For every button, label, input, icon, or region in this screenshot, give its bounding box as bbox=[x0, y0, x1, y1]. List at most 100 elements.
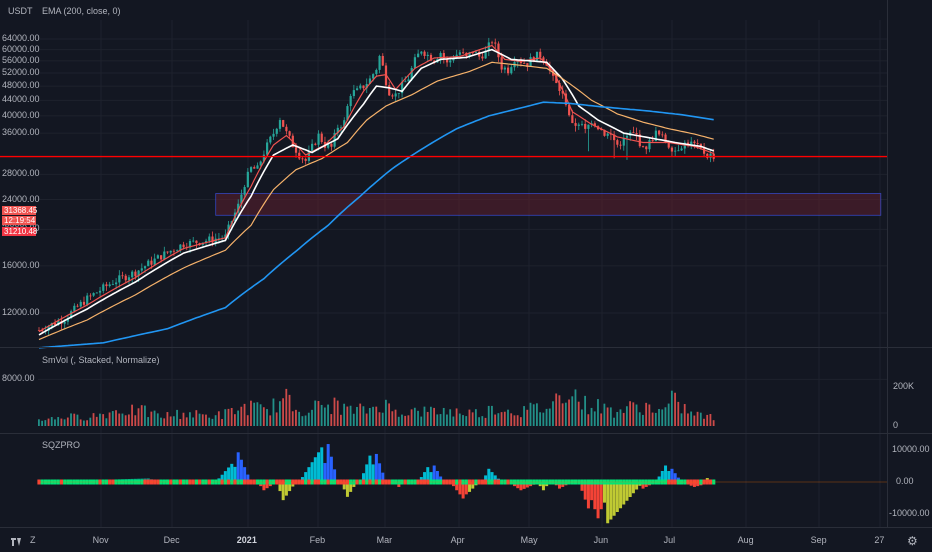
volume-bar bbox=[285, 389, 287, 426]
volume-legend[interactable]: SmVol (, Stacked, Normalize) bbox=[42, 355, 160, 365]
timezone-icon[interactable]: Z bbox=[30, 535, 36, 545]
ema-200-line bbox=[39, 102, 714, 348]
volume-bar bbox=[642, 415, 644, 426]
volume-bar bbox=[157, 413, 159, 426]
volume-bar bbox=[478, 417, 480, 426]
candle-body bbox=[244, 187, 246, 195]
price-tick-label: 16000.00 bbox=[2, 260, 40, 270]
volume-bar bbox=[60, 419, 62, 426]
price-tick-label: 56000.00 bbox=[2, 55, 40, 65]
volume-bar bbox=[38, 419, 40, 426]
volume-bar bbox=[671, 391, 673, 426]
candle-body bbox=[83, 302, 85, 305]
volume-bar bbox=[674, 393, 676, 426]
volume-bar bbox=[179, 419, 181, 426]
volume-bar bbox=[507, 410, 509, 426]
candle-body bbox=[459, 52, 461, 54]
volume-bar bbox=[276, 412, 278, 426]
candle-body bbox=[462, 52, 464, 53]
volume-bar bbox=[404, 416, 406, 426]
volume-bar bbox=[575, 389, 577, 426]
candle-body bbox=[417, 54, 419, 58]
volume-bar bbox=[134, 415, 136, 426]
volume-bar bbox=[77, 415, 79, 426]
volume-bar bbox=[122, 414, 124, 426]
candle-body bbox=[619, 145, 621, 146]
price-tick-label: 28000.00 bbox=[2, 168, 40, 178]
squeeze-tick-label: 0.00 bbox=[896, 476, 914, 486]
candle-body bbox=[449, 60, 451, 62]
volume-bar bbox=[475, 409, 477, 426]
volume-bar bbox=[658, 409, 660, 426]
candle-body bbox=[192, 241, 194, 242]
candle-body bbox=[141, 268, 143, 270]
volume-bar bbox=[616, 412, 618, 426]
volume-bar bbox=[530, 403, 532, 426]
currency-unit[interactable]: USDT bbox=[8, 6, 33, 16]
volume-bar bbox=[231, 408, 233, 426]
volume-bar bbox=[359, 404, 361, 426]
volume-bar bbox=[629, 401, 631, 426]
volume-bar bbox=[308, 413, 310, 426]
volume-bar bbox=[449, 409, 451, 426]
volume-bar bbox=[382, 413, 384, 426]
volume-bar bbox=[48, 419, 50, 426]
candle-body bbox=[73, 306, 75, 311]
volume-bar bbox=[385, 400, 387, 426]
ema-legend[interactable]: EMA (200, close, 0) bbox=[42, 6, 121, 16]
time-tick-label: Nov bbox=[93, 535, 109, 545]
squeeze-tick-label: 10000.00 bbox=[892, 444, 930, 454]
volume-bar bbox=[645, 403, 647, 426]
candle-body bbox=[321, 134, 323, 142]
time-tick-label: Apr bbox=[451, 535, 465, 545]
volume-bar bbox=[221, 419, 223, 426]
volume-bar bbox=[195, 410, 197, 426]
volume-bar bbox=[469, 410, 471, 426]
volume-bar bbox=[89, 418, 91, 426]
volume-bar bbox=[244, 404, 246, 426]
volume-bar bbox=[237, 411, 239, 426]
candle-body bbox=[668, 143, 670, 148]
volume-bar bbox=[600, 413, 602, 426]
volume-bar bbox=[697, 412, 699, 426]
candle-body bbox=[208, 237, 210, 241]
volume-bar bbox=[301, 416, 303, 426]
volume-bar bbox=[247, 415, 249, 426]
candle-body bbox=[494, 43, 496, 44]
volume-bar bbox=[298, 412, 300, 426]
volume-bar bbox=[366, 414, 368, 426]
candle-body bbox=[693, 142, 695, 143]
volume-bar bbox=[391, 411, 393, 426]
volume-bar bbox=[433, 408, 435, 426]
candle-body bbox=[652, 140, 654, 141]
volume-bar bbox=[102, 414, 104, 426]
candle-body bbox=[154, 259, 156, 265]
volume-bar bbox=[141, 405, 143, 426]
volume-bar bbox=[350, 406, 352, 426]
volume-bar bbox=[263, 407, 265, 426]
volume-bar bbox=[677, 402, 679, 426]
volume-bar bbox=[51, 417, 53, 426]
candle-body bbox=[89, 296, 91, 297]
volume-bar bbox=[70, 413, 72, 426]
volume-bar bbox=[690, 412, 692, 426]
squeeze-bar bbox=[619, 482, 622, 508]
time-tick-label: Aug bbox=[738, 535, 754, 545]
volume-bar bbox=[99, 414, 101, 426]
volume-bar bbox=[282, 398, 284, 426]
candle-body bbox=[574, 123, 576, 126]
time-tick-label: Mar bbox=[377, 535, 393, 545]
time-tick-label: 27 bbox=[874, 535, 884, 545]
volume-bar bbox=[234, 414, 236, 426]
price-tick-label: 24000.00 bbox=[2, 194, 40, 204]
volume-bar bbox=[452, 417, 454, 426]
candle-body bbox=[160, 255, 162, 259]
volume-bar bbox=[346, 407, 348, 426]
volume-bar bbox=[353, 414, 355, 426]
gear-icon[interactable]: ⚙ bbox=[907, 534, 918, 548]
squeeze-tick-label: -10000.00 bbox=[889, 508, 930, 518]
candle-body bbox=[529, 57, 531, 67]
candle-body bbox=[356, 88, 358, 90]
squeeze-legend[interactable]: SQZPRO bbox=[42, 440, 80, 450]
